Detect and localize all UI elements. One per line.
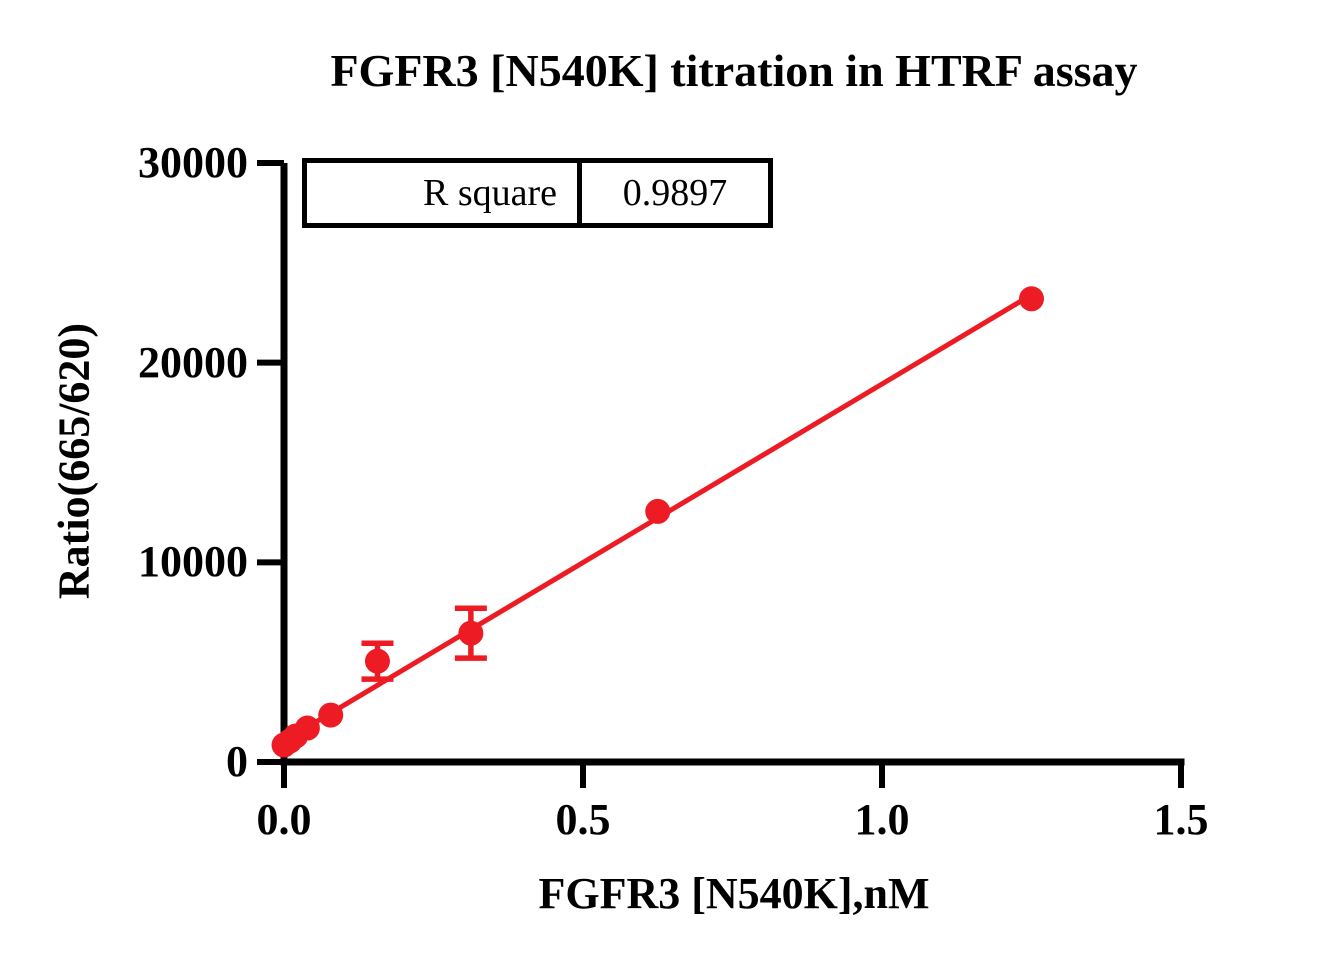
x-tick-label: 0.5 bbox=[555, 795, 611, 844]
data-point bbox=[1019, 286, 1044, 312]
y-tick-label: 20000 bbox=[138, 337, 248, 387]
r-square-table: R square 0.9897 bbox=[302, 158, 773, 228]
y-tick-label: 0 bbox=[226, 737, 248, 786]
chart-title: FGFR3 [N540K] titration in HTRF assay bbox=[330, 45, 1138, 96]
data-point bbox=[645, 498, 671, 524]
r-square-value: 0.9897 bbox=[622, 172, 728, 214]
x-tick-label: 1.5 bbox=[1153, 795, 1209, 844]
x-tick-label: 1.0 bbox=[854, 795, 910, 844]
r-square-label: R square bbox=[307, 163, 582, 223]
y-tick-label: 10000 bbox=[138, 537, 248, 587]
x-tick-label: 0.0 bbox=[256, 795, 312, 844]
x-axis-label: FGFR3 [N540K],nM bbox=[538, 869, 930, 918]
data-point bbox=[364, 648, 390, 674]
y-tick-label: 30000 bbox=[138, 138, 248, 187]
data-point bbox=[318, 702, 344, 728]
data-point bbox=[458, 620, 484, 646]
data-point bbox=[294, 715, 320, 741]
